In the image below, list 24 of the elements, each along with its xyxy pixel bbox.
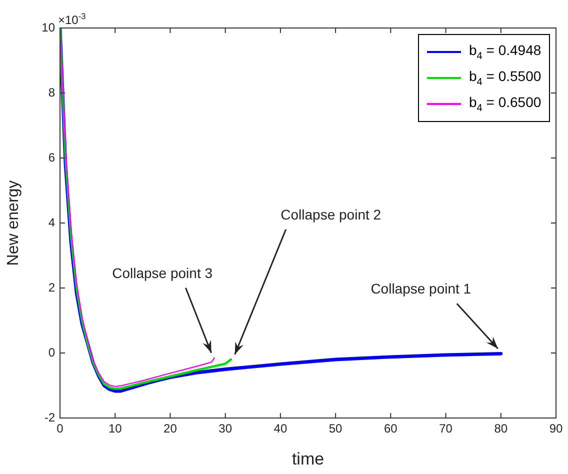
x-tick-label: 90: [549, 422, 563, 436]
annotation: Collapse point 3: [112, 264, 213, 281]
y-tick-label: 4: [48, 215, 56, 230]
y-tick-label: -2: [44, 410, 56, 424]
y-tick-label: 10: [42, 20, 56, 34]
y-tick-label: 6: [48, 150, 56, 164]
x-axis-title: time: [292, 449, 324, 468]
annotation: Collapse point 2: [280, 206, 382, 222]
y-tick-label: 2: [48, 280, 56, 294]
y-tick-label: 0: [48, 345, 56, 360]
x-tick-label: 50: [328, 422, 343, 436]
x-tick-label: 40: [274, 422, 288, 436]
y-tick-label: 8: [48, 85, 56, 100]
legend-label: b$_{4}$ = 0.6500: [469, 94, 542, 114]
legend-label: b$_{4}$ = 0.4948: [469, 42, 542, 62]
x-tick-label: 60: [384, 422, 398, 436]
x-tick-label: 10: [108, 422, 122, 436]
y-axis-title: New energy: [5, 180, 22, 266]
annotation: Collapse point 1: [370, 280, 472, 297]
x-tick-label: 30: [218, 422, 232, 436]
x-tick-label: 80: [494, 422, 508, 436]
legend-label: b$_{4}$ = 0.5500: [469, 68, 542, 88]
x-tick-label: 20: [164, 422, 178, 436]
x-tick-label: 70: [439, 422, 453, 436]
